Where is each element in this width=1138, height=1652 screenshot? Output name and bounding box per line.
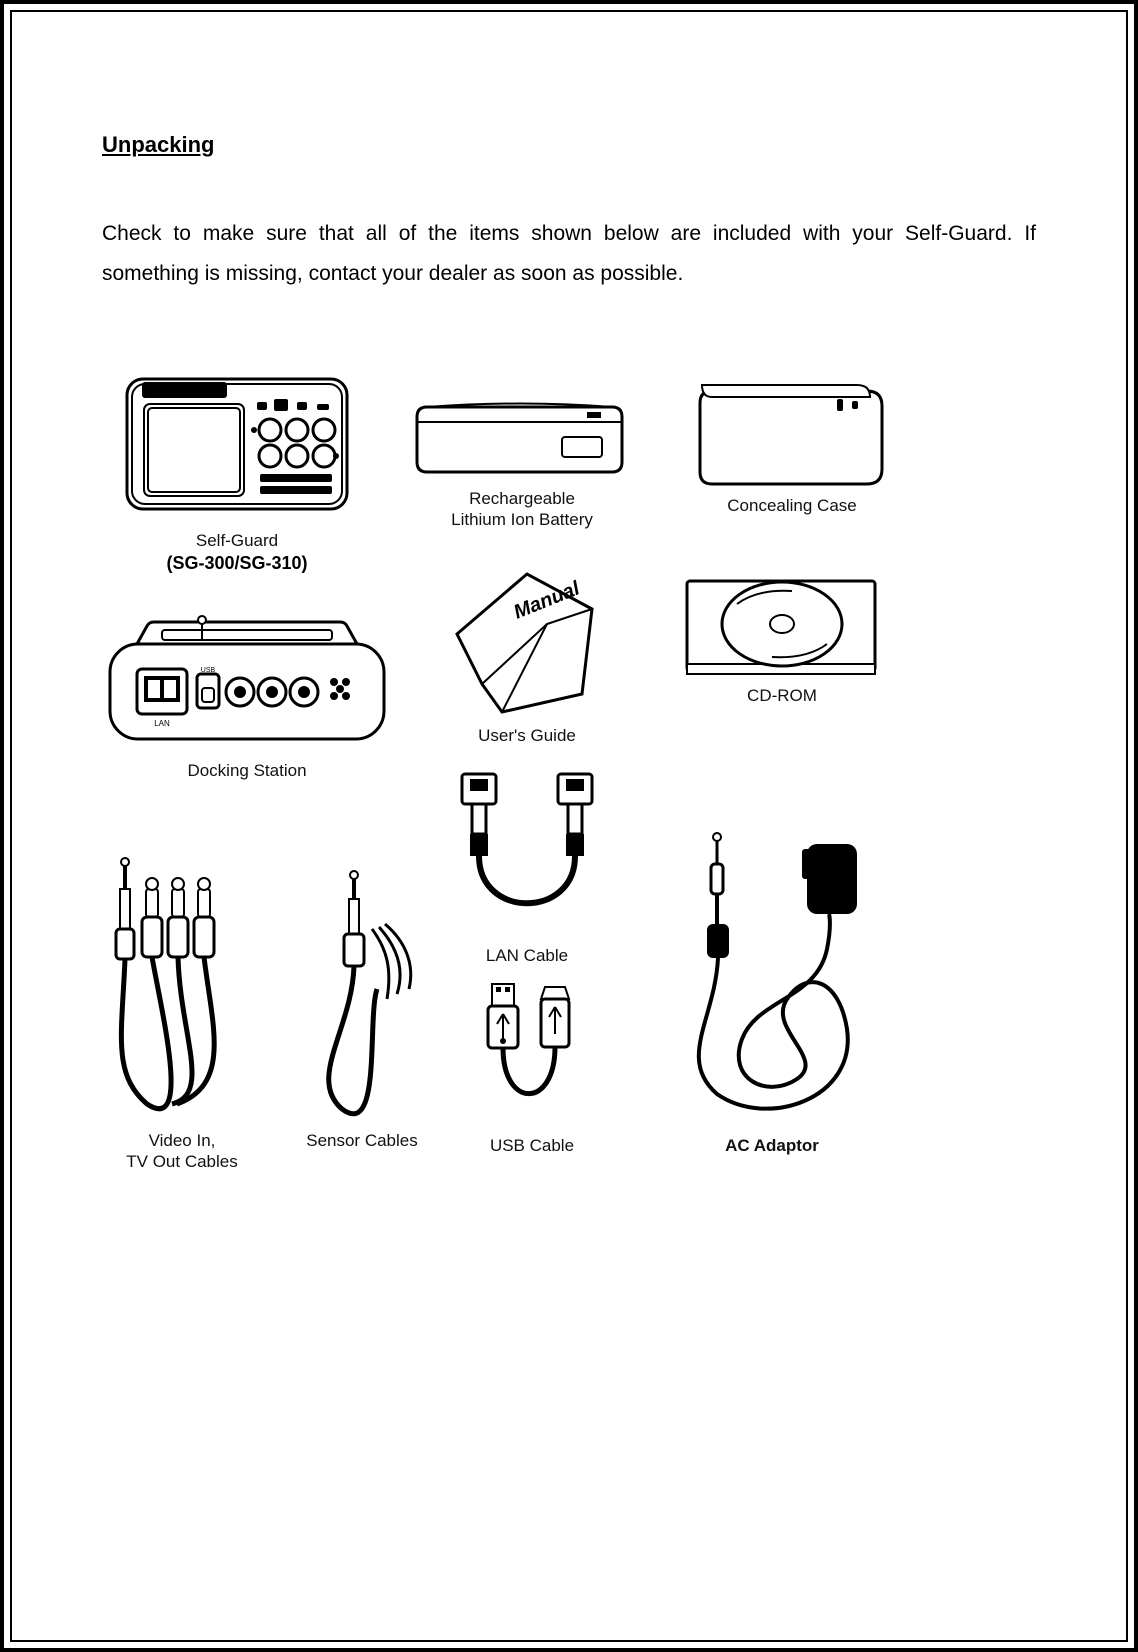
battery-label: Rechargeable Lithium Ion Battery	[451, 488, 593, 531]
lan-icon	[432, 769, 622, 939]
section-title: Unpacking	[102, 132, 1036, 158]
item-self-guard: Self-Guard (SG-300/SG-310)	[122, 374, 352, 574]
cdrom-icon	[682, 569, 882, 679]
case-icon	[692, 379, 892, 489]
item-ac: AC Adaptor	[657, 829, 887, 1156]
svg-text:LAN: LAN	[154, 719, 170, 728]
svg-text:USB: USB	[201, 667, 216, 674]
cdrom-label: CD-ROM	[747, 685, 817, 706]
self-guard-icon	[122, 374, 352, 524]
usb-icon	[467, 979, 597, 1129]
item-usb: USB Cable	[467, 979, 597, 1156]
item-cdrom: CD-ROM	[682, 569, 882, 706]
guide-label: User's Guide	[478, 725, 576, 746]
item-case: Concealing Case	[692, 379, 892, 516]
item-docking: LAN USB Docking Station	[102, 614, 392, 781]
video-label: Video In, TV Out Cables	[126, 1130, 238, 1173]
item-guide: Manual User's Guide	[447, 564, 607, 746]
docking-label: Docking Station	[187, 760, 306, 781]
guide-icon: Manual	[447, 564, 607, 719]
battery-icon	[412, 382, 632, 482]
self-guard-model: (SG-300/SG-310)	[166, 553, 307, 574]
usb-label: USB Cable	[490, 1135, 574, 1156]
lan-label: LAN Cable	[486, 945, 568, 966]
sensor-icon	[297, 869, 427, 1124]
intro-text: Check to make sure that all of the items…	[102, 214, 1036, 294]
sensor-label: Sensor Cables	[306, 1130, 418, 1151]
item-video: Video In, TV Out Cables	[102, 854, 262, 1173]
page-outer-border: Unpacking Check to make sure that all of…	[0, 0, 1138, 1652]
item-sensor: Sensor Cables	[297, 869, 427, 1151]
page-inner-border: Unpacking Check to make sure that all of…	[10, 10, 1128, 1642]
item-battery: Rechargeable Lithium Ion Battery	[412, 382, 632, 531]
docking-icon: LAN USB	[102, 614, 392, 754]
case-label: Concealing Case	[727, 495, 856, 516]
video-icon	[102, 854, 262, 1124]
self-guard-label: Self-Guard	[196, 530, 278, 551]
ac-icon	[657, 829, 887, 1129]
item-lan: LAN Cable	[432, 769, 622, 966]
ac-label: AC Adaptor	[725, 1135, 819, 1156]
items-area: Self-Guard (SG-300/SG-310) Rechargeable …	[102, 374, 1036, 1374]
